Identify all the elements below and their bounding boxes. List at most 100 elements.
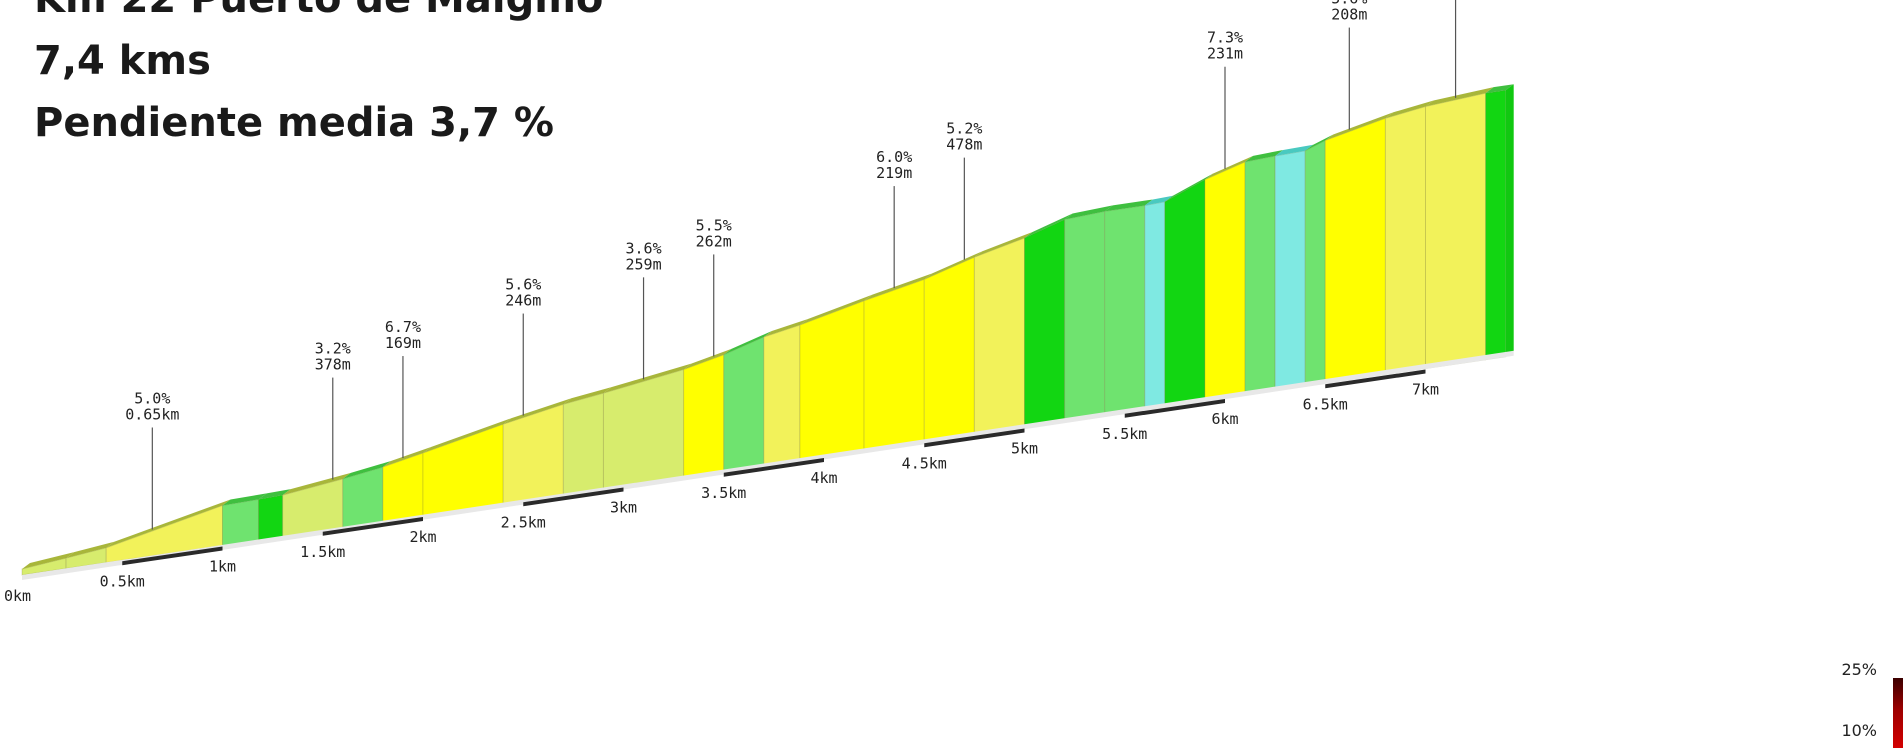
segment-top-surface: [563, 387, 612, 405]
gradient-segment: [1304, 139, 1326, 387]
segment-top-surface: [503, 398, 572, 425]
segment-top-surface: [683, 348, 732, 370]
gradient-segment: [1485, 89, 1507, 361]
segment-top-surface: [1104, 199, 1153, 212]
gradient-segment: [1064, 210, 1106, 423]
gradient-segments: [21, 84, 1514, 576]
x-tick-label: 6.5km: [1303, 395, 1348, 413]
chart-distance: 7,4 kms: [34, 38, 211, 84]
segment-top-surface: [603, 363, 692, 394]
segment-top-surface: [1024, 213, 1073, 238]
gradient-scale-bar: [1893, 678, 1903, 748]
baseline-band: [122, 546, 223, 566]
segment-top-surface: [1245, 149, 1284, 162]
annotation-grade: 3.2%: [315, 340, 351, 358]
annotation-grade: 5.5%: [696, 216, 732, 234]
segment-top-surface: [282, 472, 351, 496]
annotation-length: 378m: [315, 356, 351, 374]
x-tick-label: 5.5km: [1102, 425, 1147, 443]
gradient-segment: [1144, 201, 1166, 411]
segment-top-surface: [723, 331, 772, 355]
gradient-segment: [1384, 105, 1426, 375]
segment-top-surface: [22, 552, 75, 569]
segment-top-surface: [106, 499, 231, 548]
baseline-band: [322, 517, 423, 536]
segment-top-surface: [1305, 134, 1334, 151]
annotation-length: 219m: [876, 164, 912, 182]
annotation-length: 262m: [696, 232, 732, 250]
x-tick-label: 3km: [610, 499, 637, 517]
segment-top-surface: [222, 493, 267, 506]
x-tick-label: 4km: [810, 469, 837, 487]
chart-average-grade: Pendiente media 3,7 %: [34, 100, 554, 146]
segment-top-surface: [1144, 195, 1173, 206]
annotation-grade: 5.6%: [1331, 0, 1367, 8]
profile-end-cap: [1505, 84, 1514, 357]
segment-top-surface: [1275, 144, 1314, 156]
gradient-segment: [799, 300, 865, 462]
gradient-segment: [258, 494, 284, 541]
x-tick-label: 3.5km: [701, 484, 746, 502]
segment-top-surface: [864, 273, 933, 301]
baseline-band: [1124, 399, 1225, 418]
annotation-length: 259m: [625, 255, 661, 273]
gradient-segment: [973, 237, 1025, 436]
segment-top-surface: [924, 251, 983, 280]
segment-annotations: 5.0%0.65km3.2%378m6.7%169m5.6%246m3.6%25…: [125, 0, 1457, 530]
annotation-length: 0.65km: [125, 405, 179, 423]
annotation-length: 231m: [1207, 45, 1243, 63]
baseline-band: [1325, 369, 1426, 389]
segment-top-surface: [1064, 205, 1113, 220]
gradient-segment: [1204, 161, 1246, 402]
gradient-segment: [1104, 204, 1146, 417]
gradient-segment: [1244, 155, 1276, 396]
baseline-band: [723, 458, 824, 477]
distance-axis: 0km 0.5km 1km 1.5km 2km 2.5km 3km 3.5km 4km 4.5km…: [4, 350, 1514, 605]
gradient-segment: [723, 336, 765, 473]
gradient-segment: [923, 256, 975, 443]
gradient-segment: [1425, 92, 1487, 370]
gradient-segment: [562, 392, 604, 496]
annotation-length: 208m: [1331, 6, 1367, 24]
segment-top-surface: [1485, 84, 1514, 94]
x-tick-label: 7km: [1412, 381, 1439, 399]
x-tick-label: 2km: [409, 528, 436, 546]
x-tick-label: 5km: [1011, 440, 1038, 458]
annotation-grade: 6.0%: [876, 148, 912, 166]
segment-top-surface: [1425, 87, 1494, 107]
annotation-grade: 6.7%: [385, 318, 421, 336]
gradient-segment: [1024, 218, 1066, 429]
segment-top-surface: [423, 418, 512, 454]
x-tick-label: 2.5km: [501, 513, 546, 531]
gradient-segment: [282, 478, 344, 538]
segment-top-surface: [66, 541, 115, 559]
annotation-length: 246m: [505, 292, 541, 310]
gradient-segment: [763, 324, 801, 467]
segment-top-surface: [1385, 100, 1434, 119]
gradient-segment: [222, 498, 260, 547]
gradient-segment: [1274, 150, 1306, 392]
gradient-color-scale: 25% 10%: [1833, 660, 1903, 748]
gradient-segment: [1324, 117, 1386, 384]
baseline-band: [924, 428, 1025, 448]
segment-top-surface: [1325, 112, 1394, 141]
x-tick-label: 6km: [1211, 410, 1238, 428]
annotation-grade: 7.3%: [1207, 29, 1243, 47]
chart-title: Km 22 Puerto de Malgmo: [34, 0, 603, 30]
segment-top-surface: [342, 461, 391, 479]
segment-top-surface: [763, 319, 808, 338]
annotation-grade: 5.2%: [946, 120, 982, 138]
x-tick-label: 4.5km: [902, 454, 947, 472]
annotation-length: 478m: [946, 136, 982, 154]
gradient-segment: [683, 354, 725, 479]
segment-top-surface: [382, 447, 431, 468]
segment-top-surface: [1164, 173, 1213, 202]
chart-title-block: Km 22 Puerto de Malgmo 7,4 kms Pendiente…: [34, 0, 603, 154]
x-tick-label: 0.5km: [100, 572, 145, 590]
segment-top-surface: [974, 231, 1033, 258]
scale-label-10: 10%: [1841, 721, 1877, 740]
x-tick-label: 0km: [4, 587, 31, 605]
annotation-grade: 5.6%: [505, 276, 541, 294]
baseline-band: [523, 487, 624, 507]
